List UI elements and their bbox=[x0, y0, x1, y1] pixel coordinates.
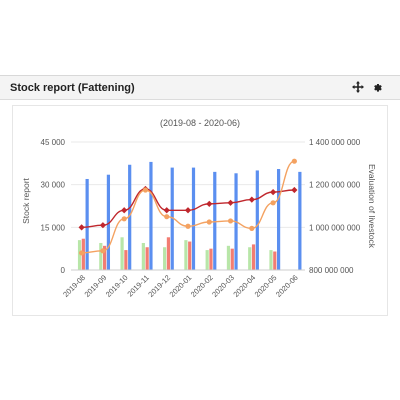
bar bbox=[273, 251, 277, 270]
y2-tick-label: 1 400 000 000 bbox=[309, 138, 361, 147]
bar bbox=[213, 171, 217, 270]
series-marker bbox=[269, 189, 277, 196]
bar bbox=[298, 171, 302, 270]
bar bbox=[276, 169, 281, 270]
bar bbox=[226, 245, 231, 270]
x-tick-label: 2019-12 bbox=[146, 273, 172, 299]
series-marker bbox=[78, 224, 85, 231]
bar bbox=[124, 250, 128, 270]
x-tick-label: 2020-06 bbox=[274, 273, 300, 299]
bar bbox=[248, 247, 252, 270]
bar bbox=[99, 242, 103, 270]
bar bbox=[269, 250, 273, 270]
x-tick-label: 2019-09 bbox=[82, 273, 108, 299]
bar bbox=[209, 248, 213, 270]
y-axis-label: Stock report bbox=[21, 177, 31, 223]
bar bbox=[141, 242, 145, 270]
chart-title: (2019-08 - 2020-06) bbox=[160, 118, 240, 128]
series-marker bbox=[206, 219, 212, 225]
bar bbox=[145, 247, 149, 270]
bar bbox=[255, 170, 259, 270]
x-tick-label: 2020-04 bbox=[231, 273, 257, 299]
y2-tick-label: 1 000 000 000 bbox=[309, 223, 361, 232]
x-tick-label: 2020-03 bbox=[210, 273, 236, 299]
bar bbox=[205, 250, 209, 270]
bar bbox=[230, 248, 234, 270]
x-tick-label: 2019-11 bbox=[125, 273, 150, 298]
series-marker bbox=[206, 200, 213, 207]
x-tick-label: 2020-01 bbox=[168, 273, 194, 299]
series-marker bbox=[227, 199, 234, 206]
bar bbox=[103, 245, 107, 270]
bar bbox=[166, 237, 171, 270]
series-marker bbox=[249, 225, 255, 231]
bar bbox=[106, 174, 111, 270]
series-marker bbox=[99, 222, 107, 229]
y-tick-label: 30 000 bbox=[41, 181, 66, 190]
series-marker bbox=[121, 207, 128, 214]
x-tick-label: 2020-02 bbox=[189, 273, 215, 299]
series-line bbox=[81, 160, 295, 254]
series-marker bbox=[270, 200, 276, 206]
move-icon[interactable] bbox=[350, 79, 366, 95]
gear-icon[interactable] bbox=[369, 79, 385, 95]
series-marker bbox=[291, 186, 298, 194]
y-tick-label: 0 bbox=[61, 266, 66, 275]
series-marker bbox=[185, 223, 191, 229]
widget-header: Stock report (Fattening) bbox=[0, 76, 400, 100]
stock-report-widget: Stock report (Fattening) 0 15 000 30 000 45… bbox=[0, 75, 400, 320]
series-marker bbox=[184, 207, 192, 214]
bar bbox=[170, 167, 174, 270]
y-tick-label: 45 000 bbox=[41, 138, 66, 147]
x-tick-label: 2020-05 bbox=[253, 273, 279, 299]
series-marker bbox=[164, 214, 170, 220]
chart-panel: 0 15 000 30 000 45 000 800 000 000 1 000 000 … bbox=[12, 105, 388, 316]
bar bbox=[191, 167, 196, 270]
series-marker bbox=[121, 216, 127, 222]
series-marker bbox=[248, 196, 255, 203]
bar bbox=[120, 237, 124, 270]
bar bbox=[184, 240, 188, 270]
bar bbox=[128, 164, 132, 270]
x-tick-label: 2019-10 bbox=[104, 273, 130, 299]
x-tick-label: 2019-08 bbox=[61, 273, 87, 299]
bar bbox=[251, 244, 256, 270]
bar bbox=[163, 247, 167, 270]
series-marker bbox=[227, 218, 234, 224]
series-marker bbox=[163, 207, 170, 214]
series-marker bbox=[79, 250, 85, 256]
y2-tick-label: 800 000 000 bbox=[309, 266, 354, 275]
bar bbox=[77, 240, 82, 270]
y2-axis-label: Evaluation of livestock bbox=[367, 164, 377, 249]
stock-chart: 0 15 000 30 000 45 000 800 000 000 1 000 000 … bbox=[21, 118, 377, 299]
y-tick-label: 15 000 bbox=[41, 223, 66, 232]
bar bbox=[188, 241, 192, 270]
series-marker bbox=[142, 187, 149, 193]
bar bbox=[85, 178, 89, 270]
y2-tick-label: 1 200 000 000 bbox=[309, 181, 361, 190]
series-marker bbox=[100, 248, 106, 254]
series-marker bbox=[291, 158, 297, 164]
widget-title: Stock report (Fattening) bbox=[10, 82, 135, 94]
bar bbox=[149, 161, 153, 270]
